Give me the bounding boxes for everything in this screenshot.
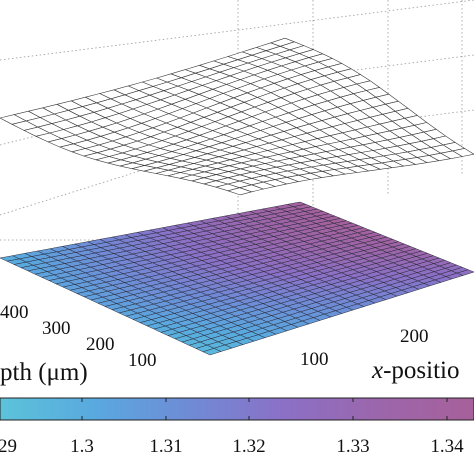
upper-surface-mesh — [0, 37, 474, 196]
surface-cell — [452, 148, 474, 157]
colorbar-tick-label: 1.3 — [70, 436, 94, 457]
surface-cell — [456, 269, 474, 276]
x-axis-label: x-positio — [371, 357, 460, 384]
colorbar-tick-label: 1.32 — [232, 436, 265, 457]
axis-ticks: 400 300 200 100 100 200 — [0, 302, 429, 371]
lower-surface-colored — [0, 201, 474, 356]
colorbar-tick-label: 29 — [0, 436, 17, 457]
x-tick-label: 100 — [300, 349, 329, 370]
y-axis-label: pth (μm) — [0, 359, 88, 386]
y-tick-label: 300 — [42, 318, 71, 339]
colorbar-tick-label: 1.34 — [430, 436, 464, 457]
x-axis-label-rest: -positio — [383, 357, 459, 384]
y-tick-label: 100 — [128, 350, 157, 371]
y-tick-label: 200 — [86, 334, 115, 355]
colorbar-gradient — [0, 397, 474, 421]
x-tick-label: 200 — [400, 326, 429, 347]
y-tick-label: 400 — [0, 302, 29, 323]
colorbar: 29 1.3 1.31 1.32 1.33 1.34 — [0, 397, 474, 457]
x-axis-label-italic: x — [371, 357, 383, 384]
colorbar-tick-label: 1.33 — [336, 436, 369, 457]
colorbar-tick-label: 1.31 — [149, 436, 182, 457]
